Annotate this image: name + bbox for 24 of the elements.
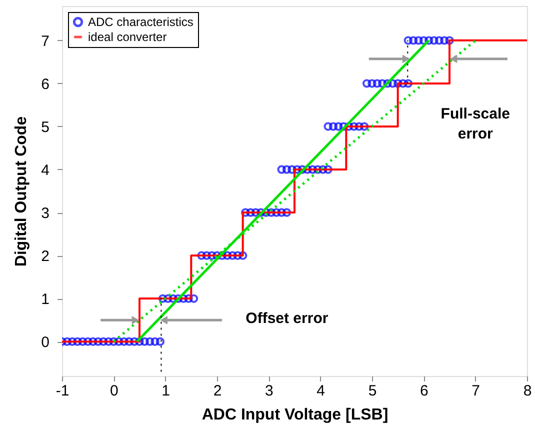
y-tick-label: 1 xyxy=(41,291,50,308)
x-tick-label: 6 xyxy=(420,382,428,400)
y-tick-label: 0 xyxy=(41,334,50,352)
x-tick-label: 0 xyxy=(110,382,118,400)
x-tick-label: 2 xyxy=(213,382,222,400)
y-tick-label: 6 xyxy=(41,76,50,93)
x-tick-label: 7 xyxy=(472,382,480,400)
legend-label: ideal converter xyxy=(88,30,167,44)
y-tick-label: 7 xyxy=(41,32,50,50)
annotation: Full-scale error xyxy=(440,106,510,143)
y-axis-title: Digital Output Code xyxy=(13,116,30,267)
x-tick-label: 3 xyxy=(264,382,274,400)
annotation: Offset error xyxy=(246,310,328,327)
x-tick-label: -1 xyxy=(56,382,70,400)
x-tick-label: 1 xyxy=(162,382,170,400)
x-axis-title: ADC Input Voltage [LSB] xyxy=(202,406,388,424)
x-tick-label: 8 xyxy=(523,382,532,400)
legend-label: ADC characteristics xyxy=(88,15,194,29)
y-tick-label: 4 xyxy=(41,162,50,179)
y-tick-label: 5 xyxy=(41,118,50,136)
y-tick-label: 3 xyxy=(41,205,50,222)
x-tick-label: 4 xyxy=(316,382,326,400)
x-tick-label: 5 xyxy=(368,382,377,400)
y-tick-label: 2 xyxy=(41,248,50,266)
